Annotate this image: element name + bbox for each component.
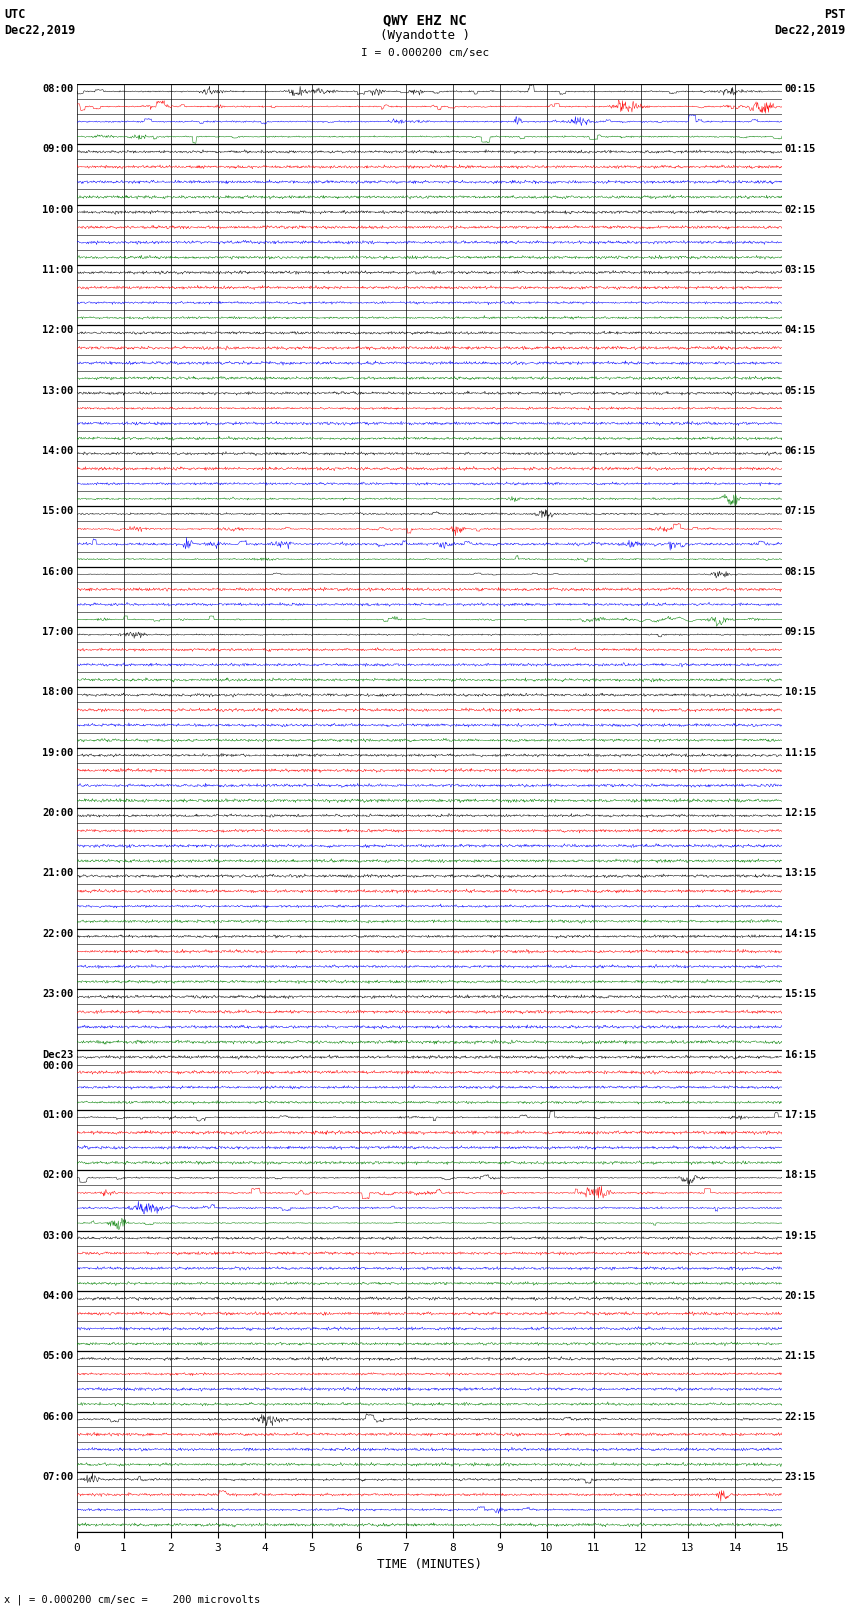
Text: 05:15: 05:15 [785, 386, 816, 395]
Text: 14:15: 14:15 [785, 929, 816, 939]
Text: 11:15: 11:15 [785, 748, 816, 758]
Text: x | = 0.000200 cm/sec =    200 microvolts: x | = 0.000200 cm/sec = 200 microvolts [4, 1594, 260, 1605]
Text: 03:00: 03:00 [42, 1231, 74, 1240]
Text: 04:00: 04:00 [42, 1290, 74, 1302]
Text: 00:15: 00:15 [785, 84, 816, 94]
Text: 18:15: 18:15 [785, 1171, 816, 1181]
Text: 17:00: 17:00 [42, 627, 74, 637]
Text: Dec22,2019: Dec22,2019 [4, 24, 76, 37]
Text: 10:00: 10:00 [42, 205, 74, 215]
Text: 02:15: 02:15 [785, 205, 816, 215]
Text: 06:00: 06:00 [42, 1411, 74, 1421]
Text: 09:00: 09:00 [42, 144, 74, 155]
Text: 05:00: 05:00 [42, 1352, 74, 1361]
Text: 10:15: 10:15 [785, 687, 816, 697]
Text: 19:00: 19:00 [42, 748, 74, 758]
Text: 21:00: 21:00 [42, 868, 74, 879]
Text: 08:00: 08:00 [42, 84, 74, 94]
Text: 09:15: 09:15 [785, 627, 816, 637]
Text: 16:15: 16:15 [785, 1050, 816, 1060]
Text: 15:00: 15:00 [42, 506, 74, 516]
Text: 17:15: 17:15 [785, 1110, 816, 1119]
Text: 02:00: 02:00 [42, 1171, 74, 1181]
Text: (Wyandotte ): (Wyandotte ) [380, 29, 470, 42]
Text: 14:00: 14:00 [42, 447, 74, 456]
Text: 16:00: 16:00 [42, 566, 74, 577]
Text: 20:00: 20:00 [42, 808, 74, 818]
Text: Dec22,2019: Dec22,2019 [774, 24, 846, 37]
Text: 04:15: 04:15 [785, 326, 816, 336]
Text: 15:15: 15:15 [785, 989, 816, 998]
Text: 01:15: 01:15 [785, 144, 816, 155]
Text: Dec23
00:00: Dec23 00:00 [42, 1050, 74, 1071]
Text: 20:15: 20:15 [785, 1290, 816, 1302]
X-axis label: TIME (MINUTES): TIME (MINUTES) [377, 1558, 482, 1571]
Text: 06:15: 06:15 [785, 447, 816, 456]
Text: PST: PST [824, 8, 846, 21]
Text: 19:15: 19:15 [785, 1231, 816, 1240]
Text: 11:00: 11:00 [42, 265, 74, 274]
Text: 12:15: 12:15 [785, 808, 816, 818]
Text: 13:15: 13:15 [785, 868, 816, 879]
Text: 03:15: 03:15 [785, 265, 816, 274]
Text: I = 0.000200 cm/sec: I = 0.000200 cm/sec [361, 48, 489, 58]
Text: 07:15: 07:15 [785, 506, 816, 516]
Text: 21:15: 21:15 [785, 1352, 816, 1361]
Text: 22:15: 22:15 [785, 1411, 816, 1421]
Text: UTC: UTC [4, 8, 26, 21]
Text: 08:15: 08:15 [785, 566, 816, 577]
Text: 22:00: 22:00 [42, 929, 74, 939]
Text: 01:00: 01:00 [42, 1110, 74, 1119]
Text: 13:00: 13:00 [42, 386, 74, 395]
Text: 23:00: 23:00 [42, 989, 74, 998]
Text: 07:00: 07:00 [42, 1473, 74, 1482]
Text: 23:15: 23:15 [785, 1473, 816, 1482]
Text: 18:00: 18:00 [42, 687, 74, 697]
Text: QWY EHZ NC: QWY EHZ NC [383, 13, 467, 27]
Text: 12:00: 12:00 [42, 326, 74, 336]
